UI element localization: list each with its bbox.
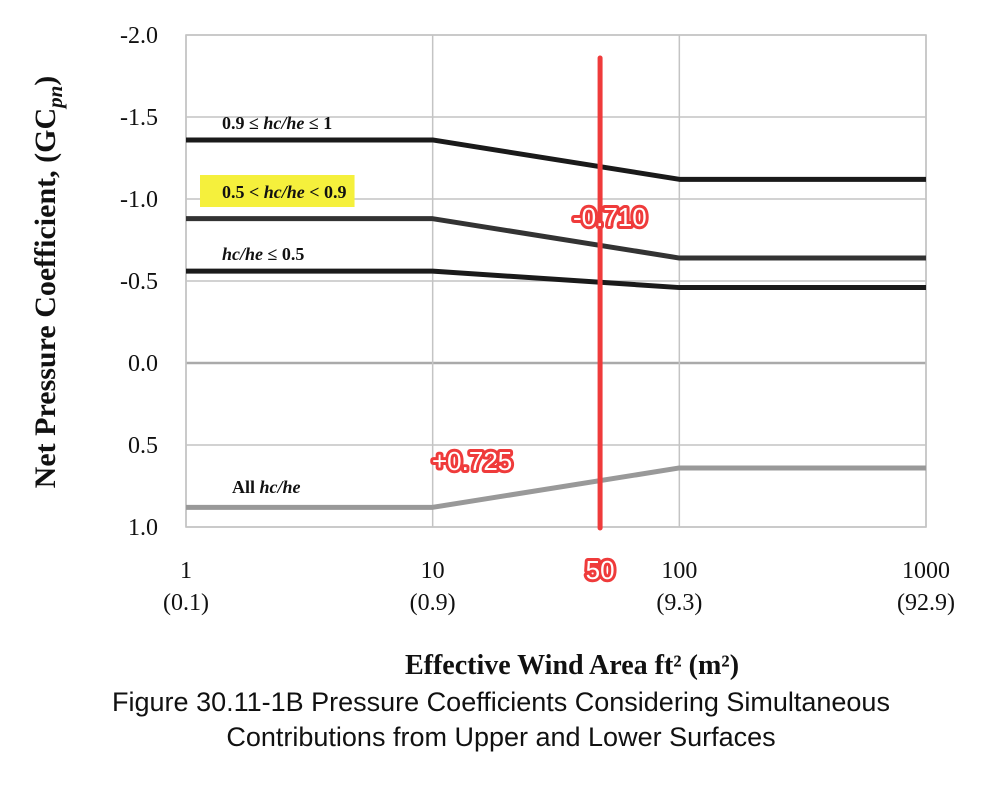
x-tick-sublabel: (9.3)	[656, 590, 702, 616]
series-label-highlight	[200, 175, 355, 207]
figure-caption-line-1: Figure 30.11-1B Pressure Coefficients Co…	[112, 687, 890, 717]
x-tick-label: 10	[421, 558, 445, 584]
series-label: All hc/he	[232, 477, 301, 497]
y-axis-title-main: Net Pressure Coefficient, (GC	[29, 108, 62, 488]
y-tick-label: 0.0	[128, 351, 158, 377]
y-axis-title-close: )	[29, 76, 62, 86]
series-label-part: ≤ 1	[304, 113, 332, 133]
series-line	[186, 268, 926, 291]
series-line	[186, 216, 926, 261]
y-tick-label: -1.0	[120, 187, 158, 213]
figure-caption-line-2: Contributions from Upper and Lower Surfa…	[226, 722, 776, 752]
series-label-part: ≤ 0.5	[263, 244, 304, 264]
x-tick-sublabel: (92.9)	[897, 590, 955, 616]
series-label: 0.9 ≤ hc/he ≤ 1	[222, 113, 332, 133]
series-label-part: hc/he	[260, 477, 301, 497]
series-label-part: hc/he	[222, 244, 263, 264]
series-label-group: 0.9 ≤ hc/he ≤ 1	[222, 113, 332, 133]
series-label-part: hc/he	[263, 113, 304, 133]
series-line	[186, 137, 926, 182]
series-line	[186, 465, 926, 510]
y-axis-title-subscript: pn	[43, 86, 67, 110]
x-axis-title: Effective Wind Area ft² (m²)	[405, 650, 739, 681]
callout-upper-value: -0.710	[573, 202, 647, 232]
y-tick-label: -1.5	[120, 105, 158, 131]
series-label-part: 0.5 <	[222, 182, 264, 202]
y-tick-label: 0.5	[128, 433, 158, 459]
series-label-part: hc/he	[264, 182, 305, 202]
x-tick-sublabel: (0.9)	[410, 590, 456, 616]
series-label: 0.5 < hc/he < 0.9	[222, 182, 347, 202]
annotation-label-50: 50	[586, 555, 615, 585]
callout-lower-value: +0.725	[432, 446, 512, 476]
y-tick-label: -0.5	[120, 269, 158, 295]
x-tick-label: 1	[180, 558, 192, 584]
y-axis-title: Net Pressure Coefficient, (GCpn)	[29, 76, 67, 489]
series-label: hc/he ≤ 0.5	[222, 244, 304, 264]
x-tick-label: 1000	[902, 558, 950, 584]
series-label-part: < 0.9	[305, 182, 347, 202]
y-tick-label: 1.0	[128, 515, 158, 541]
series-label-part: All	[232, 477, 260, 497]
series-label-group: 0.5 < hc/he < 0.9	[200, 175, 355, 207]
series-label-group: hc/he ≤ 0.5	[222, 244, 304, 264]
series-label-group: All hc/he	[232, 477, 301, 497]
y-tick-label: -2.0	[120, 23, 158, 49]
series-label-part: 0.9 ≤	[222, 113, 263, 133]
x-tick-label: 100	[661, 558, 697, 584]
x-tick-sublabel: (0.1)	[163, 590, 209, 616]
